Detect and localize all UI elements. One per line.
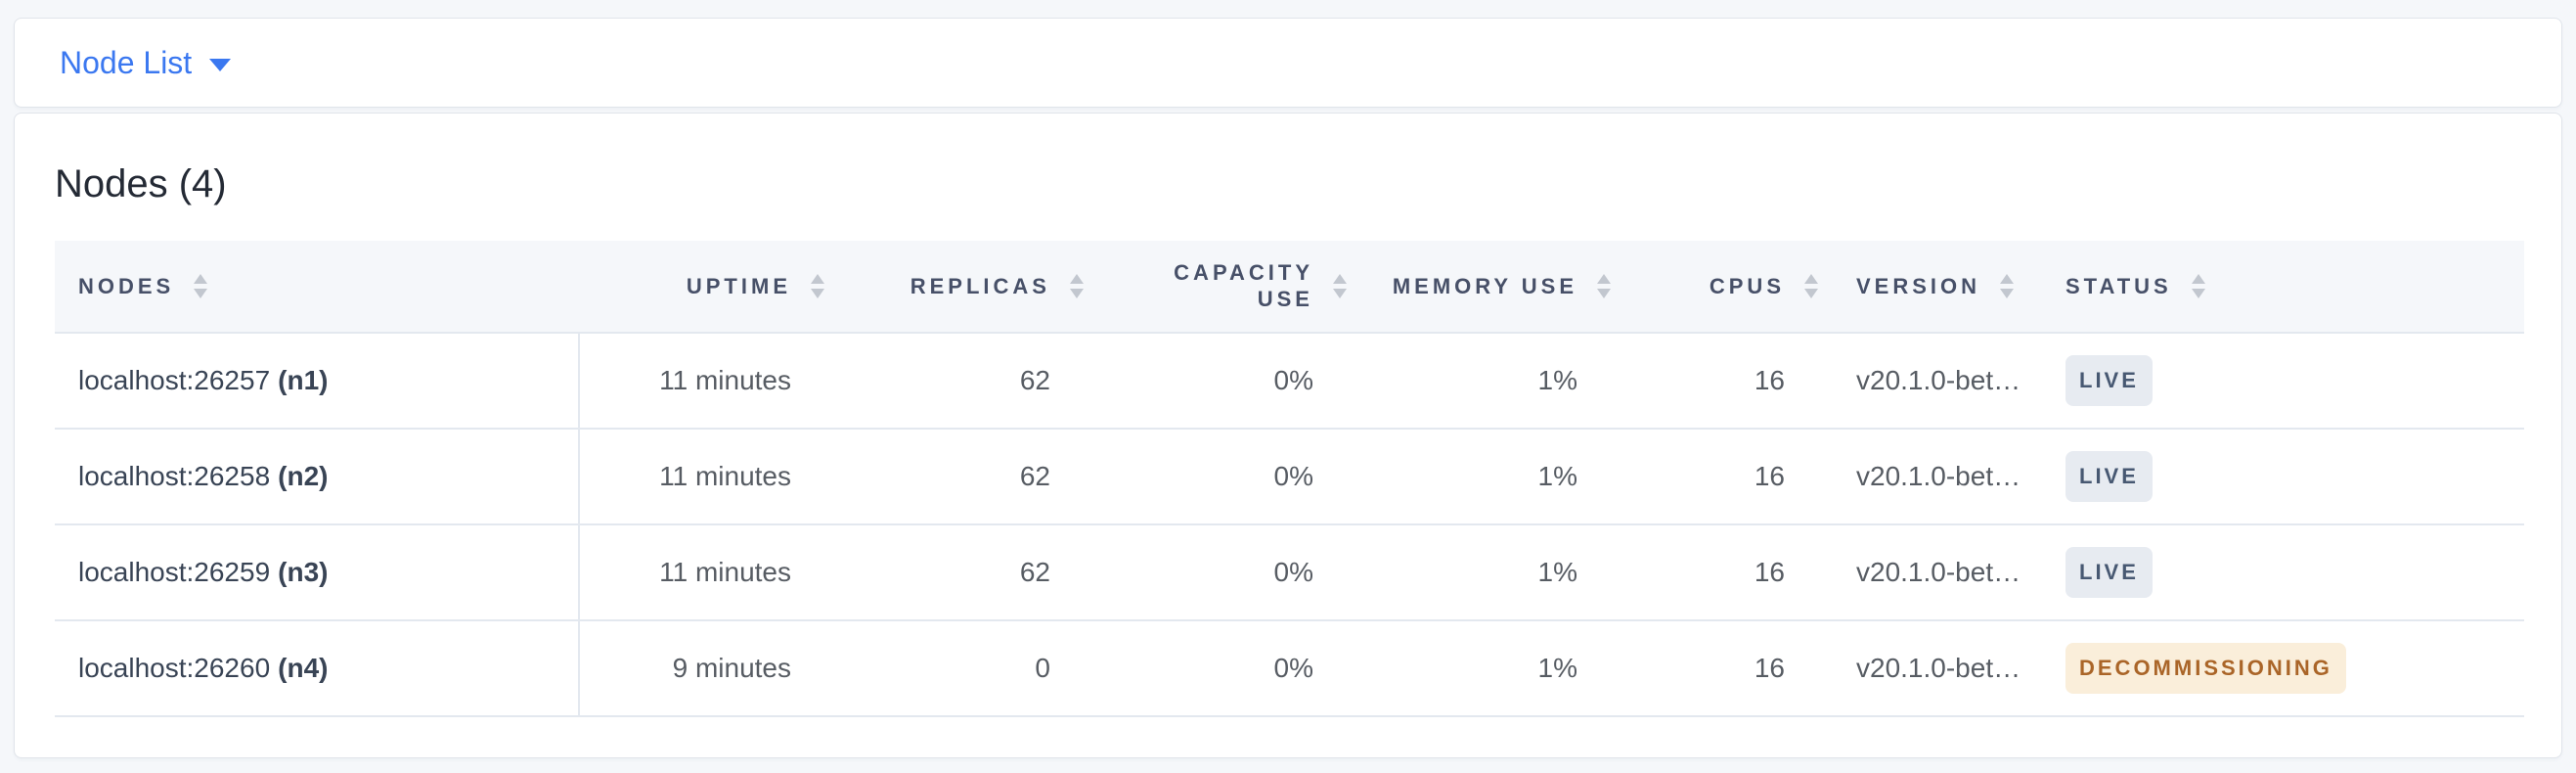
cell-replicas: 62 xyxy=(1019,461,1050,491)
node-id: (n2) xyxy=(278,461,329,491)
cell-uptime: 11 minutes xyxy=(659,461,791,491)
sort-icon xyxy=(1804,274,1818,298)
cell-memory_use: 1% xyxy=(1537,557,1577,587)
table-row: localhost:26257 (n1) 11 minutes 62 0% 1% 16 v20… xyxy=(55,334,2524,430)
node-address-link[interactable]: localhost:26260 (n4) xyxy=(78,653,328,684)
node-address: localhost:26260 xyxy=(78,653,271,683)
column-header-label: REPLICAS xyxy=(910,273,1050,298)
sort-icon xyxy=(194,274,208,298)
node-id: (n3) xyxy=(278,557,329,587)
cell-capacity_use: 0% xyxy=(1273,557,1313,587)
cell-capacity_use: 0% xyxy=(1273,653,1313,683)
cell-uptime: 11 minutes xyxy=(659,557,791,587)
view-mode-label: Node List xyxy=(60,44,193,80)
column-header-capacity_use[interactable]: CAPACITY USE xyxy=(1093,241,1356,332)
table-row: localhost:26260 (n4) 9 minutes 0 0% 1% 16 v20.1… xyxy=(55,621,2524,717)
status-badge: LIVE xyxy=(2065,355,2153,406)
node-address-link[interactable]: localhost:26258 (n2) xyxy=(78,461,328,492)
cell-nodes: localhost:26258 (n2) xyxy=(55,430,580,523)
cell-version: v20.1.0-bet… xyxy=(1856,653,2021,683)
status-badge: LIVE xyxy=(2065,451,2153,502)
cell-uptime: 11 minutes xyxy=(659,365,791,395)
column-header-label: CPUS xyxy=(1709,273,1785,298)
sort-icon xyxy=(811,274,824,298)
cell-nodes: localhost:26260 (n4) xyxy=(55,621,580,715)
sort-icon xyxy=(1070,274,1084,298)
status-badge: DECOMMISSIONING xyxy=(2065,643,2346,694)
sort-icon xyxy=(2000,274,2015,298)
sort-icon xyxy=(1333,274,1347,298)
cell-nodes: localhost:26259 (n3) xyxy=(55,525,580,619)
column-header-replicas[interactable]: REPLICAS xyxy=(834,241,1093,332)
cell-capacity_use: 0% xyxy=(1273,461,1313,491)
view-mode-dropdown[interactable]: Node List xyxy=(60,44,232,81)
node-address-link[interactable]: localhost:26259 (n3) xyxy=(78,557,328,588)
node-address: localhost:26257 xyxy=(78,365,271,395)
sort-icon xyxy=(1597,274,1611,298)
nodes-table: NODES UPTIME REPLICAS CAPACITY USE MEMORY US… xyxy=(55,241,2524,717)
cell-status: DECOMMISSIONING xyxy=(2040,621,2524,715)
cell-version: v20.1.0-bet… xyxy=(1856,557,2021,587)
cell-uptime: 9 minutes xyxy=(672,653,791,683)
table-header-row: NODES UPTIME REPLICAS CAPACITY USE MEMORY US… xyxy=(55,241,2524,334)
view-selector-bar: Node List xyxy=(14,18,2562,108)
cell-memory_use: 1% xyxy=(1537,653,1577,683)
column-header-uptime[interactable]: UPTIME xyxy=(580,241,834,332)
node-address: localhost:26259 xyxy=(78,557,271,587)
node-id: (n4) xyxy=(278,653,329,683)
cell-status: LIVE xyxy=(2040,430,2524,523)
column-header-label: MEMORY USE xyxy=(1392,273,1577,298)
cell-cpus: 16 xyxy=(1754,653,1785,683)
column-header-label: NODES xyxy=(78,273,175,298)
column-header-label: CAPACITY USE xyxy=(1174,260,1313,311)
node-address-link[interactable]: localhost:26257 (n1) xyxy=(78,365,328,396)
node-id: (n1) xyxy=(278,365,329,395)
cell-status: LIVE xyxy=(2040,334,2524,428)
cell-replicas: 62 xyxy=(1019,365,1050,395)
page-title: Nodes (4) xyxy=(55,162,227,205)
chevron-down-icon xyxy=(209,58,232,71)
column-header-label: UPTIME xyxy=(686,273,791,298)
sort-icon xyxy=(2191,274,2205,298)
cell-status: LIVE xyxy=(2040,525,2524,619)
cell-replicas: 62 xyxy=(1019,557,1050,587)
column-header-label: STATUS xyxy=(2065,273,2172,298)
table-row: localhost:26259 (n3) 11 minutes 62 0% 1% 16 v20… xyxy=(55,525,2524,621)
cell-cpus: 16 xyxy=(1754,557,1785,587)
cell-cpus: 16 xyxy=(1754,365,1785,395)
column-header-label: VERSION xyxy=(1856,273,1981,298)
cell-version: v20.1.0-bet… xyxy=(1856,461,2021,491)
column-header-version[interactable]: VERSION xyxy=(1828,241,2040,332)
nodes-card: Nodes (4) NODES UPTIME REPLICAS CAPACITY US… xyxy=(14,113,2562,758)
table-row: localhost:26258 (n2) 11 minutes 62 0% 1% 16 v20… xyxy=(55,430,2524,525)
cell-capacity_use: 0% xyxy=(1273,365,1313,395)
status-badge: LIVE xyxy=(2065,547,2153,598)
cell-nodes: localhost:26257 (n1) xyxy=(55,334,580,428)
column-header-cpus[interactable]: CPUS xyxy=(1621,241,1828,332)
cell-version: v20.1.0-bet… xyxy=(1856,365,2021,395)
column-header-memory_use[interactable]: MEMORY USE xyxy=(1356,241,1621,332)
cell-cpus: 16 xyxy=(1754,461,1785,491)
node-address: localhost:26258 xyxy=(78,461,271,491)
cell-memory_use: 1% xyxy=(1537,365,1577,395)
column-header-nodes[interactable]: NODES xyxy=(55,241,580,332)
table-body: localhost:26257 (n1) 11 minutes 62 0% 1% 16 v20… xyxy=(55,334,2524,717)
cell-memory_use: 1% xyxy=(1537,461,1577,491)
column-header-status[interactable]: STATUS xyxy=(2040,241,2524,332)
cell-replicas: 0 xyxy=(1035,653,1050,683)
